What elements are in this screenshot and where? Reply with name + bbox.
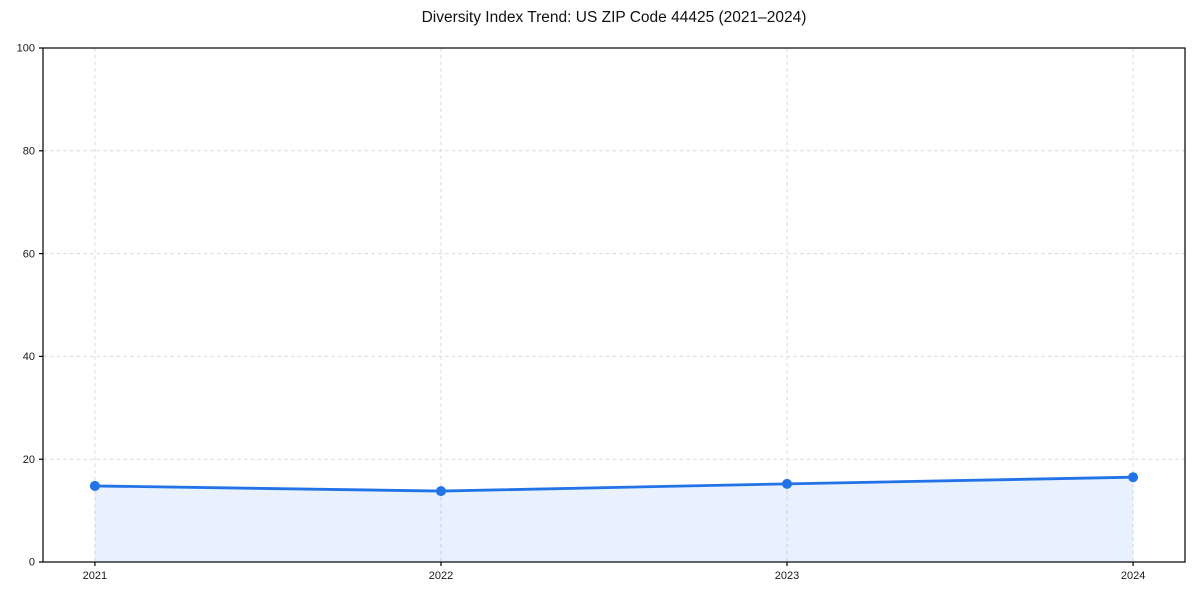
x-tick-label-2023: 2023 <box>775 570 799 582</box>
data-point-2021 <box>89 480 100 491</box>
y-tick-label-80: 80 <box>23 146 35 158</box>
data-point-2024 <box>1128 472 1139 483</box>
y-tick-label-0: 0 <box>29 557 35 569</box>
y-tick-label-40: 40 <box>23 351 35 363</box>
data-point-2022 <box>435 486 446 497</box>
y-tick-label-100: 100 <box>17 43 35 55</box>
x-tick-label-2024: 2024 <box>1121 570 1145 582</box>
chart-title: Diversity Index Trend: US ZIP Code 44425… <box>421 9 807 26</box>
x-tick-label-2022: 2022 <box>429 570 453 582</box>
plot-border <box>42 47 1186 563</box>
trend-line <box>93 475 1135 493</box>
data-point-2023 <box>782 478 793 489</box>
y-tick-label-20: 20 <box>23 454 35 466</box>
y-tick-label-60: 60 <box>23 248 35 260</box>
area-fill <box>94 477 1134 562</box>
x-tick-label-2021: 2021 <box>83 570 107 582</box>
